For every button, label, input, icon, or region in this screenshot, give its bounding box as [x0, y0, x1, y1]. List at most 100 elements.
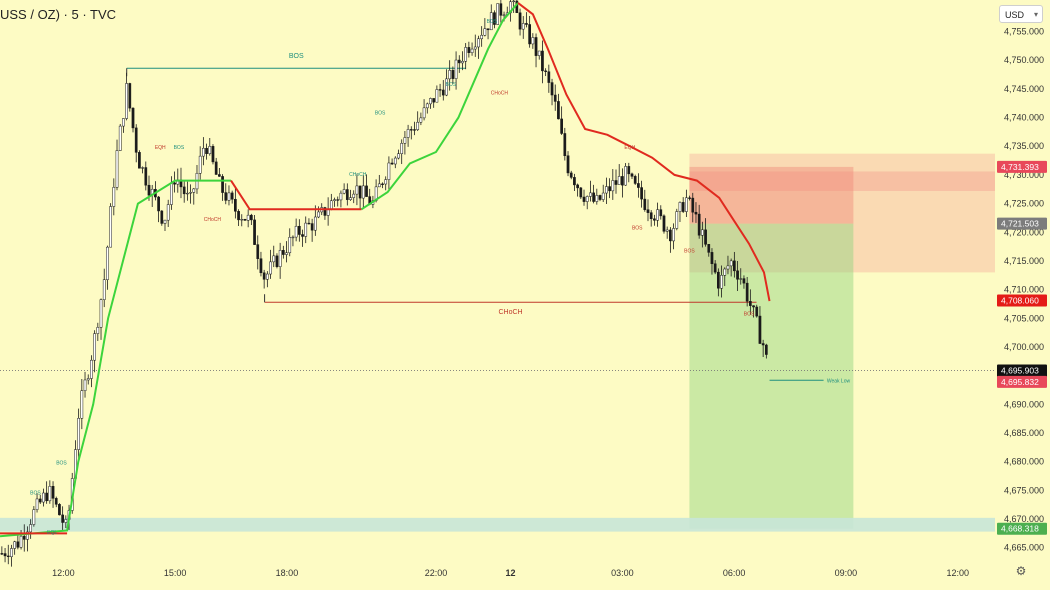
- candle-body: [61, 514, 64, 523]
- candle-body: [131, 107, 135, 129]
- candle-body: [701, 229, 704, 236]
- candle-body: [10, 548, 13, 558]
- tag-4668-label: 4,668.318: [1001, 524, 1039, 534]
- candle-body: [310, 223, 314, 231]
- structure-label: EQH: [624, 145, 635, 151]
- candle-body: [3, 553, 7, 557]
- tag-4708: [997, 294, 1047, 307]
- candle-body: [656, 209, 659, 221]
- candle-body: [678, 202, 682, 212]
- candle-body: [144, 167, 148, 186]
- candle-body: [454, 59, 458, 79]
- candle-body: [560, 118, 563, 134]
- candle-body: [550, 82, 554, 96]
- candle-body: [230, 192, 234, 200]
- candle-body: [186, 192, 189, 195]
- candle-body: [102, 279, 106, 300]
- candle-body: [19, 535, 23, 548]
- candle-body: [672, 228, 675, 242]
- candle-body: [621, 176, 624, 186]
- candle-body: [761, 343, 765, 346]
- candle-body: [240, 219, 244, 221]
- candle-body: [301, 234, 304, 237]
- candle-body: [256, 244, 260, 259]
- currency-button[interactable]: USD ▾: [999, 5, 1043, 23]
- candle-body: [393, 157, 397, 165]
- candle-body: [707, 244, 711, 253]
- candle-body: [390, 162, 394, 165]
- structure-label: CHoCH: [204, 217, 222, 223]
- tag-current-label: 4,695.903: [1001, 365, 1039, 375]
- candle-body: [483, 28, 487, 36]
- candle-body: [345, 189, 349, 200]
- candle-body: [531, 37, 535, 45]
- trail-down-line-2: [517, 2, 771, 302]
- y-tick-label: 4,675.000: [1004, 485, 1044, 495]
- candle-body: [377, 183, 381, 188]
- candle-body: [480, 34, 484, 40]
- candle-body: [646, 209, 650, 213]
- candle-body: [486, 28, 490, 31]
- candle-body: [745, 282, 749, 302]
- candle-body: [589, 192, 592, 197]
- candle-body: [624, 166, 627, 186]
- candle-body: [96, 327, 100, 334]
- candle-body: [227, 192, 231, 201]
- structure-label: BOS: [446, 82, 457, 88]
- structure-lines: BOS CHoCH: [0, 53, 995, 371]
- candle-body: [694, 211, 698, 215]
- trail-up-line-2: [360, 2, 519, 211]
- candle-body: [752, 305, 755, 308]
- candle-body: [688, 197, 691, 199]
- candle-body: [291, 236, 295, 239]
- candle-body: [352, 193, 356, 198]
- candle-body: [496, 3, 500, 25]
- candle-body: [640, 187, 643, 200]
- candle-body: [758, 315, 762, 344]
- candle-body: [416, 121, 420, 130]
- structure-line-label: CHoCH: [498, 309, 522, 316]
- candle-body: [633, 176, 637, 184]
- candle-body: [342, 189, 346, 194]
- y-tick-label: 4,730.000: [1004, 170, 1044, 180]
- candle-body: [160, 210, 164, 224]
- candle-body: [470, 48, 474, 53]
- structure-label: Weak Low: [827, 379, 851, 385]
- candle-body: [294, 225, 298, 238]
- candle-body: [461, 61, 464, 64]
- y-tick-label: 4,680.000: [1004, 457, 1044, 467]
- structure-label: BOS: [375, 111, 386, 117]
- candle-body: [448, 70, 452, 80]
- candle-body: [313, 216, 317, 231]
- candle-body: [106, 246, 109, 280]
- candle-body: [42, 492, 45, 503]
- tag-4721-label: 4,721.503: [1001, 219, 1039, 229]
- price-tags: 4,731.3934,721.5034,708.0604,695.90300:3…: [997, 160, 1047, 535]
- candles: [0, 0, 768, 567]
- candle-body: [205, 147, 208, 154]
- candle-body: [281, 250, 285, 255]
- candle-body: [729, 260, 733, 267]
- candle-body: [141, 167, 144, 169]
- candle-body: [26, 531, 29, 540]
- y-tick-label: 4,755.000: [1004, 27, 1044, 37]
- candle-body: [259, 258, 263, 274]
- candle-body: [681, 202, 685, 212]
- structure-label: BOS: [684, 248, 695, 254]
- x-tick-label: 15:00: [164, 568, 187, 578]
- candle-body: [573, 177, 576, 186]
- trail-up-line: [0, 179, 231, 538]
- candle-body: [266, 273, 269, 280]
- gear-icon[interactable]: ⚙: [1015, 564, 1027, 578]
- candle-body: [547, 71, 551, 83]
- candle-body: [64, 519, 68, 523]
- sell-zone-inner: [689, 171, 995, 191]
- y-tick-label: 4,715.000: [1004, 256, 1044, 266]
- candle-body: [86, 378, 90, 381]
- y-tick-label: 4,685.000: [1004, 428, 1044, 438]
- candle-body: [45, 492, 48, 502]
- candle-body: [733, 260, 736, 272]
- tag-4695: [997, 375, 1047, 388]
- candle-body: [147, 184, 151, 196]
